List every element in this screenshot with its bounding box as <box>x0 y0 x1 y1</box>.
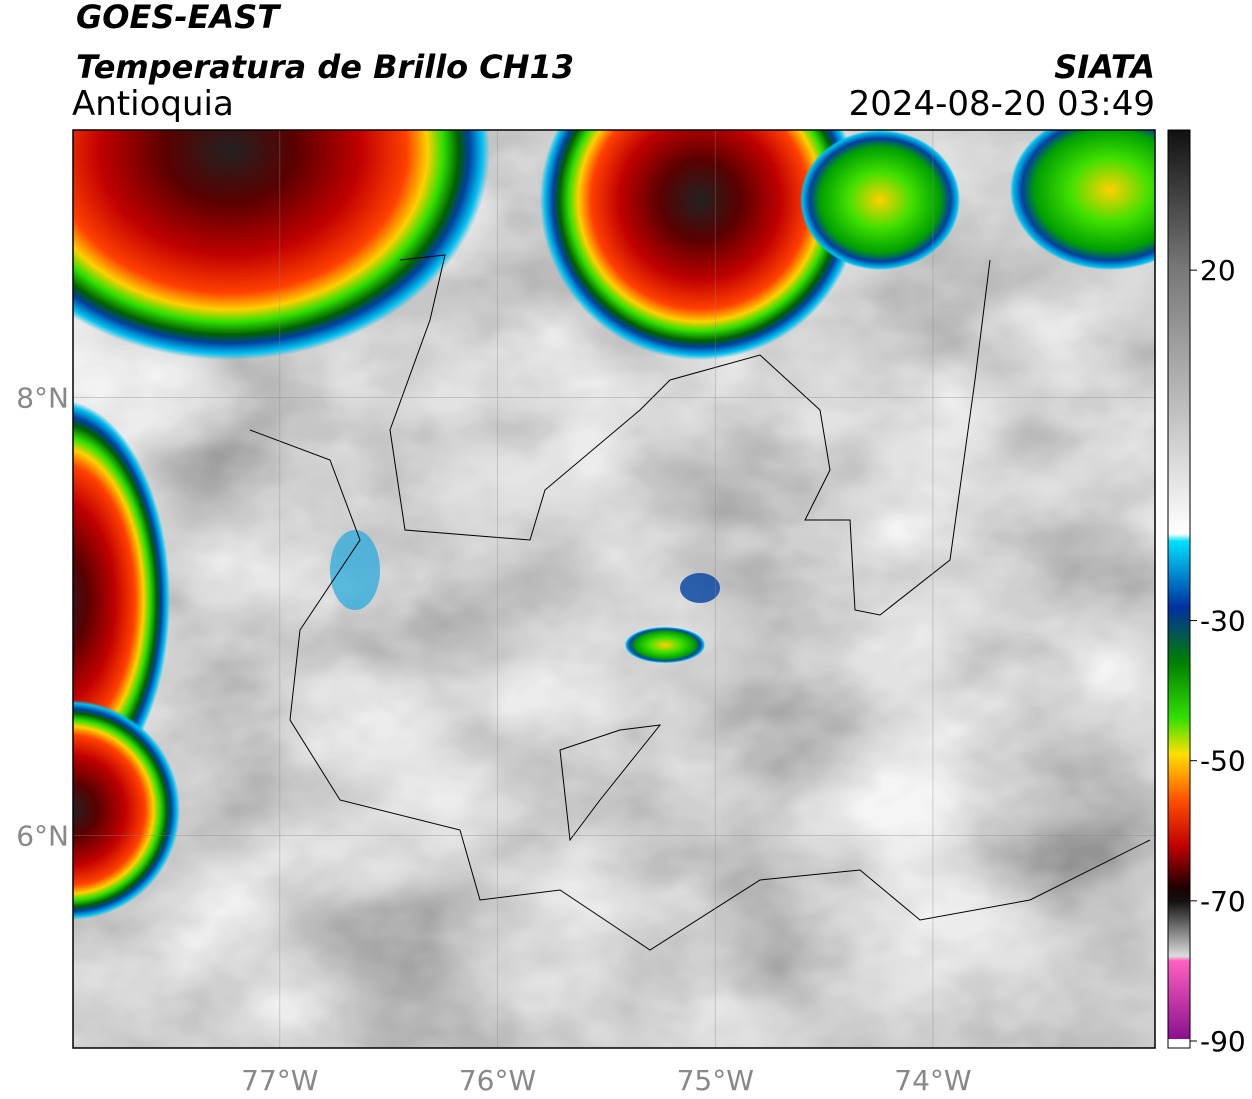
title: GOES-EAST <box>76 0 281 36</box>
source: SIATA <box>1054 48 1155 86</box>
y-tick-label: 8°N <box>16 381 69 414</box>
colorbar-tick-label: 20 <box>1200 254 1236 287</box>
map-frame <box>72 129 1156 1049</box>
colorbar <box>1167 129 1191 1049</box>
colorbar-tick-label: -90 <box>1200 1025 1246 1058</box>
subtitle: Temperatura de Brillo CH13 <box>76 48 574 86</box>
y-tick-label: 6°N <box>16 819 69 852</box>
colorbar-tick-label: -70 <box>1200 885 1246 918</box>
x-tick-label: 77°W <box>241 1064 318 1097</box>
satellite-image <box>73 130 1155 1048</box>
x-tick-label: 76°W <box>459 1064 536 1097</box>
region: Antioquia <box>72 84 234 124</box>
colorbar-tick-label: -50 <box>1200 745 1246 778</box>
x-tick-label: 74°W <box>894 1064 971 1097</box>
timestamp: 2024-08-20 03:49 <box>849 84 1155 124</box>
x-tick-label: 75°W <box>677 1064 754 1097</box>
colorbar-tick-label: -30 <box>1200 605 1246 638</box>
grid <box>73 130 1155 1048</box>
